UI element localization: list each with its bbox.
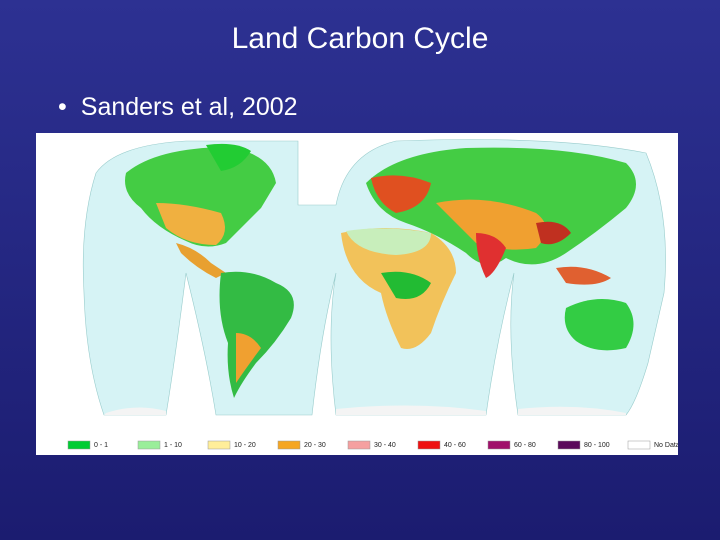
legend-swatch [557,440,581,450]
legend-swatch [417,440,441,450]
bullet-text: Sanders et al, 2002 [80,93,298,121]
legend-label: 30 - 40 [374,442,396,449]
land [556,266,611,285]
land [156,203,225,245]
legend-swatch [487,440,511,450]
legend: 0 - 1 1 - 10 10 - 20 20 - 30 30 - 40 40 - 60 6… [67,440,678,450]
legend-swatch [627,440,651,450]
antarctica [104,405,626,415]
legend-swatch [277,440,301,450]
legend-label: No Data [654,442,678,449]
land [176,243,226,278]
land [381,271,431,299]
legend-label: 40 - 60 [444,442,466,449]
legend-swatch [347,440,371,450]
bullet: • Sanders et al, 2002 [58,93,298,121]
legend-label: 0 - 1 [94,442,108,449]
slide-title: Land Carbon Cycle [231,22,489,55]
legend-label: 10 - 20 [234,442,256,449]
legend-swatch [137,440,161,450]
land [236,333,261,383]
land [125,147,276,247]
land [371,175,431,213]
land [536,221,571,245]
land [436,199,546,250]
legend-swatch [67,440,91,450]
land [476,233,506,278]
land [206,143,251,171]
legend-label: 1 - 10 [164,442,182,449]
legend-label: 80 - 100 [584,442,610,449]
legend-label: 60 - 80 [514,442,536,449]
land [346,228,431,255]
legend-label: 20 - 30 [304,442,326,449]
map: 0 - 1 1 - 10 10 - 20 20 - 30 30 - 40 40 - 60 6… [36,133,678,455]
land [564,299,634,351]
legend-swatch [207,440,231,450]
